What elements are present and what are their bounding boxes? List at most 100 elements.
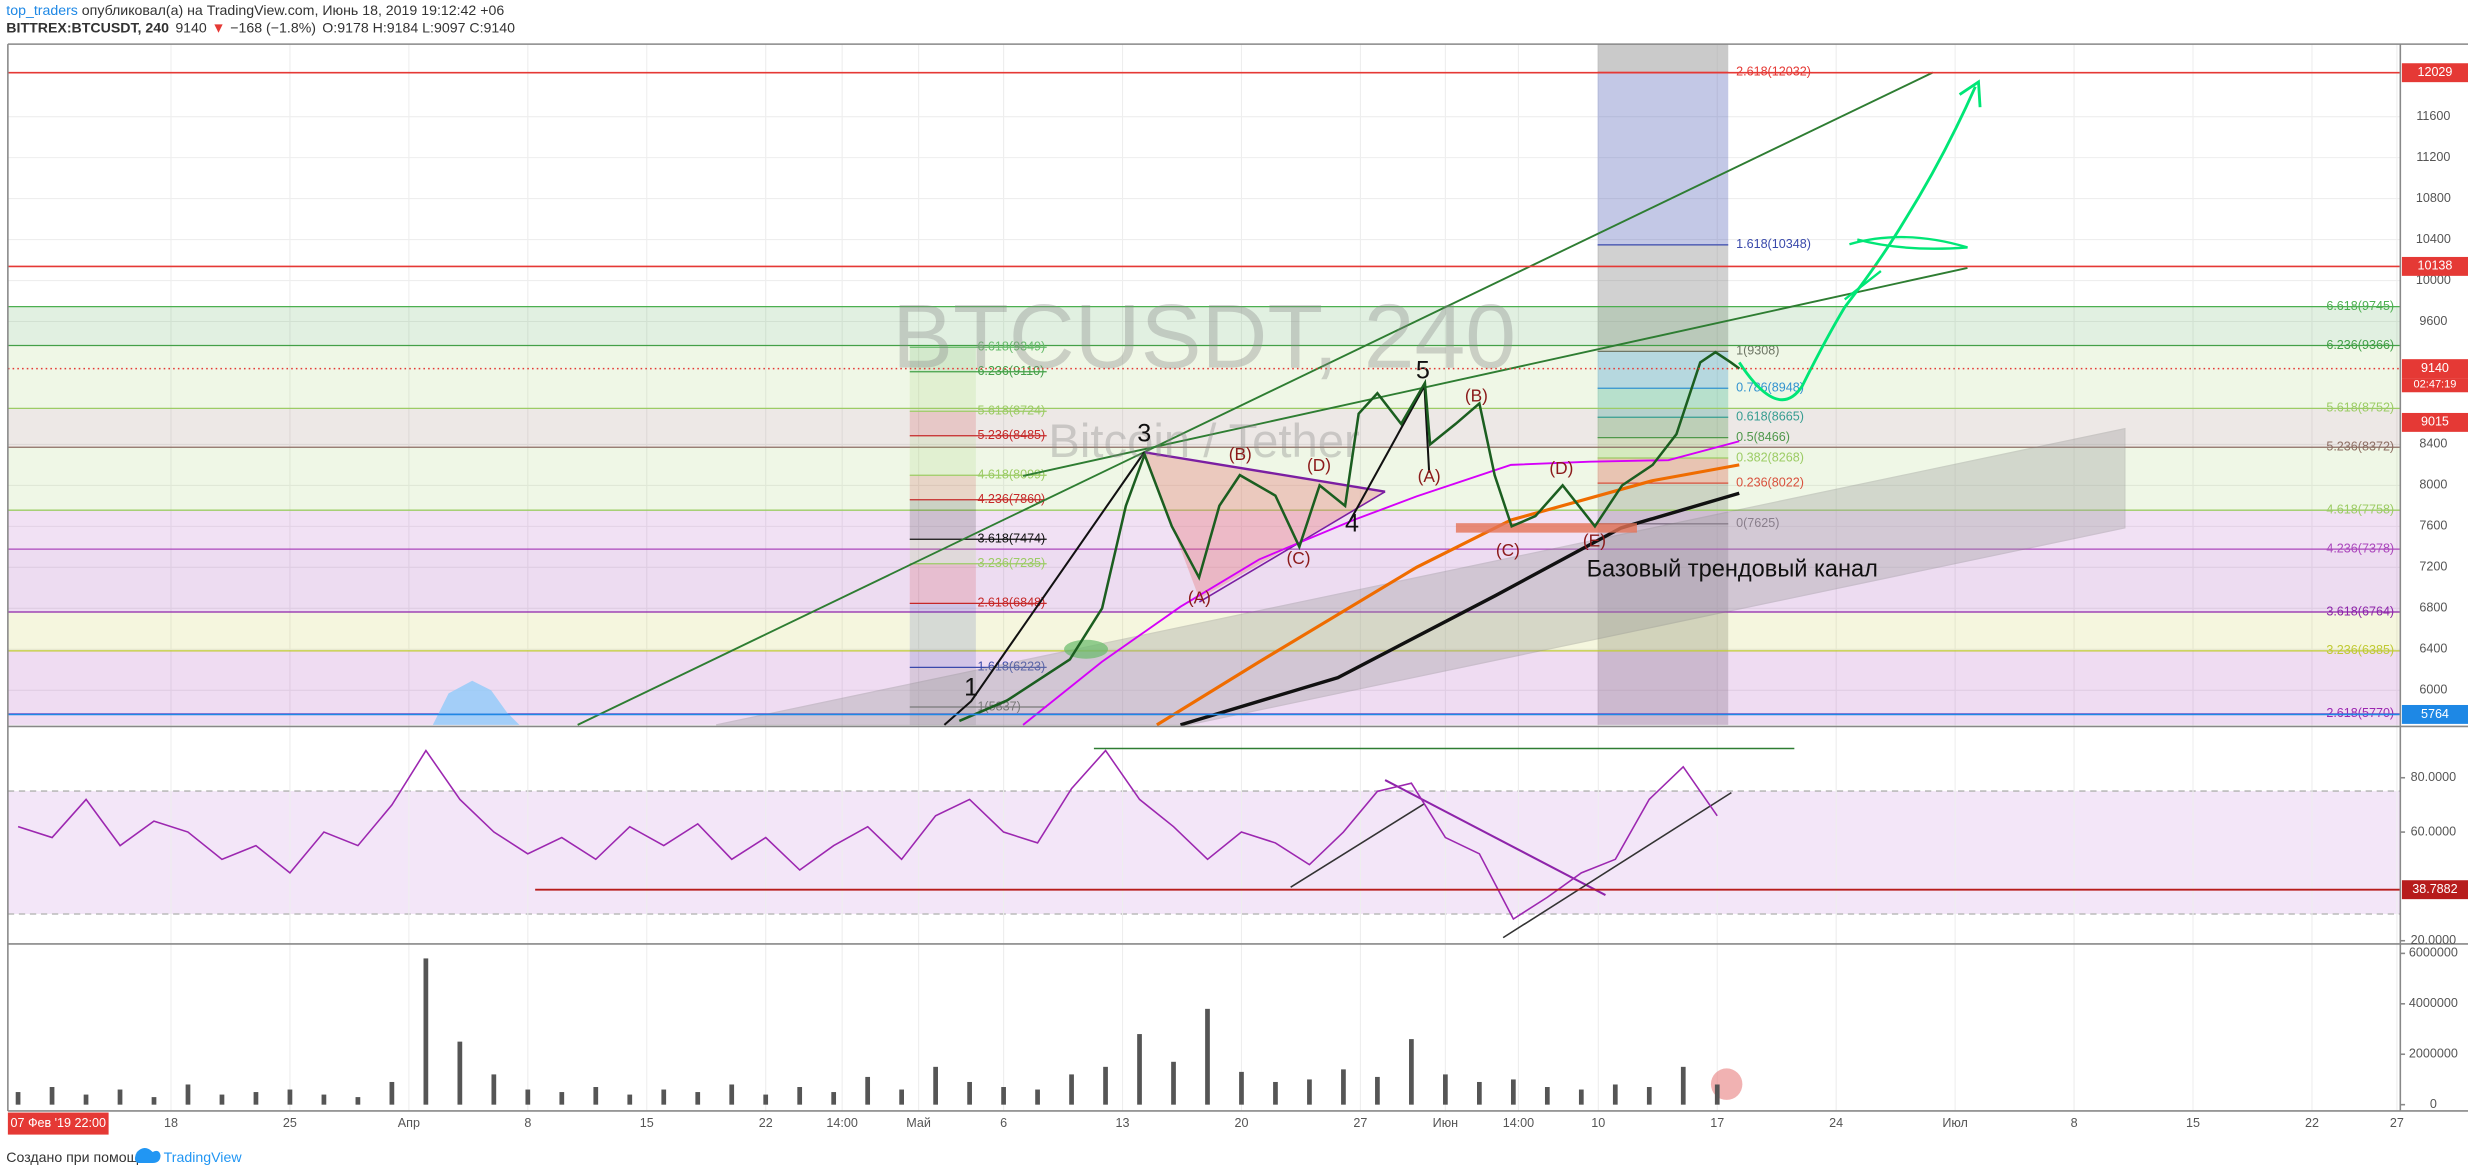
ohlc: O:9178 H:9184 L:9097 C:9140 — [322, 20, 515, 36]
fib-label: 0.236(8022) — [1736, 475, 1804, 489]
x-tick-label: 6 — [1000, 1116, 1007, 1130]
fib-zone — [909, 667, 976, 707]
volume-bar — [1544, 1087, 1550, 1105]
x-tick-label: 14:00 — [826, 1116, 857, 1130]
axes: 18 25 Апр 8 15 22 14:00 Май 6 13 20 27 Июн 14:00 10 17 2… — [7, 43, 2468, 1135]
fib-label: 6.618(9745) — [2326, 299, 2394, 313]
countdown: 02:47:19 — [2414, 378, 2457, 390]
time-marker — [7, 1112, 109, 1135]
fib-zone — [909, 603, 976, 668]
x-tick-label: 22 — [759, 1116, 773, 1130]
price-flag-label: 10138 — [2417, 259, 2452, 273]
symbol-line: BITTREX:BTCUSDT, 240 9140 ▼ −168 (−1.8%) O:9… — [6, 20, 515, 36]
volume-bar — [491, 1074, 497, 1105]
volume-bar — [1680, 1066, 1686, 1105]
volume-bar — [1341, 1069, 1346, 1105]
fib-label: 5.618(8724) — [977, 404, 1045, 418]
fib-zone — [1597, 523, 1729, 725]
forecast-arrow — [1738, 86, 1977, 402]
last-price: 9140 — [175, 20, 207, 36]
forecast-arrowhead — [1958, 79, 1982, 108]
wave-label: (B) — [1465, 386, 1488, 406]
trend-line — [1022, 266, 1968, 477]
wave-label: (A) — [1188, 587, 1211, 607]
fib-zone — [1597, 72, 1729, 245]
fib-label: 3.618(6764) — [2326, 604, 2394, 618]
x-tick-label: 22 — [2305, 1116, 2319, 1130]
x-tick-label: 27 — [2390, 1116, 2404, 1130]
volume-bar — [1646, 1087, 1652, 1105]
price-flag-label: 9140 — [2421, 361, 2449, 375]
volume-bar — [355, 1097, 361, 1105]
series — [7, 71, 2401, 1105]
countdown-flag — [2401, 378, 2468, 393]
y-tick-label: 2000000 — [2409, 1047, 2458, 1061]
fib-zone — [909, 563, 976, 604]
rsi-band — [7, 791, 2401, 914]
fib-label: 2.618(6848) — [977, 596, 1045, 610]
price-flag-label: 9015 — [2421, 415, 2449, 429]
volume-bar — [321, 1094, 327, 1105]
moving-average — [1022, 440, 1740, 726]
fib-label: 1.618(6223) — [977, 660, 1045, 674]
wave-label: 5 — [1416, 357, 1430, 385]
rsi-level-label: 38.7882 — [2412, 882, 2457, 896]
change: −168 (−1.8%) — [230, 20, 316, 36]
publish-line: top_traders опубликовал(а) на TradingVie… — [6, 3, 504, 19]
price-flag — [2401, 704, 2468, 724]
wave-label: (E) — [1583, 531, 1606, 551]
fib-label: 6.618(9349) — [977, 340, 1045, 354]
volume-bar — [287, 1089, 293, 1105]
wave-label: 1 — [964, 673, 978, 701]
x-tick-label: Июл — [1942, 1116, 1968, 1130]
rsi-trend-line — [1290, 803, 1425, 888]
y-tick-label: 6000000 — [2409, 946, 2458, 960]
fib-label: 0.786(8948) — [1736, 381, 1804, 395]
volume-bar — [797, 1087, 803, 1105]
watermark-symbol: BTCUSDT, 240 — [892, 286, 1516, 388]
x-tick-label: 27 — [1353, 1116, 1367, 1130]
volume-bar — [253, 1092, 259, 1105]
volume-bar — [151, 1097, 157, 1105]
volume-bar — [1001, 1087, 1006, 1105]
volume-bar — [1205, 1008, 1210, 1105]
fib-label: 0.5(8466) — [1736, 430, 1790, 444]
fib-label: 4.618(7758) — [2326, 503, 2394, 517]
price-flag-label: 5764 — [2421, 707, 2449, 721]
fib-label: 2.618(5770) — [2326, 706, 2394, 720]
rsi-trend-line — [1502, 791, 1732, 939]
y-tick-label: 11600 — [2416, 109, 2450, 123]
y-tick-label: 6000 — [2419, 683, 2447, 697]
publish-info: опубликовал(а) на TradingView.com, Июнь … — [78, 3, 504, 19]
trend-line — [577, 71, 1934, 726]
y-tick-label: 11200 — [2416, 150, 2450, 164]
fib-label: 2.618(12032) — [1736, 65, 1811, 79]
volume-bar — [1137, 1034, 1142, 1105]
volume-bar — [457, 1041, 463, 1105]
user-name[interactable]: top_traders — [6, 3, 78, 19]
fib-zone — [7, 447, 2401, 511]
fib-zone — [909, 411, 976, 436]
x-tick-label: 17 — [1710, 1116, 1724, 1130]
volume-bar — [933, 1066, 938, 1105]
x-tick-label: 24 — [1829, 1116, 1843, 1130]
footer-text: Создано при помощи — [6, 1150, 146, 1166]
y-tick-label: 8400 — [2419, 437, 2447, 451]
price-scale — [2400, 44, 2468, 1111]
volume-bar — [831, 1092, 837, 1105]
fib-label: 5.236(8372) — [2326, 440, 2394, 454]
y-tick-label: 10800 — [2416, 191, 2451, 205]
price-line — [958, 350, 1741, 723]
highlight — [1064, 639, 1109, 659]
footer-brand[interactable]: TradingView — [164, 1150, 243, 1166]
triangle-side — [1144, 451, 1386, 493]
volume-bar — [559, 1092, 565, 1105]
fib-label: 6.236(9366) — [2326, 338, 2394, 352]
moving-average — [1156, 463, 1740, 727]
volume-bar — [1069, 1074, 1074, 1105]
volume-bar — [1273, 1081, 1278, 1105]
background — [7, 44, 2401, 1111]
fib-zone — [909, 435, 976, 476]
fib-label: 0.382(8268) — [1736, 450, 1804, 464]
